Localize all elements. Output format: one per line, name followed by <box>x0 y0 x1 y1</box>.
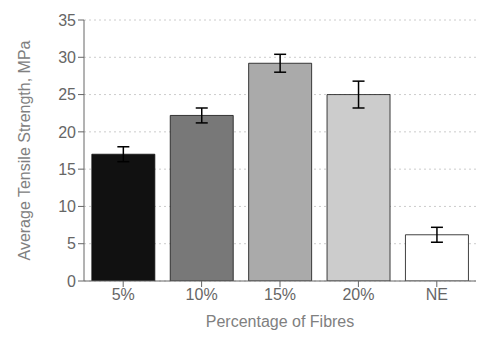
svg-text:20: 20 <box>58 124 76 141</box>
svg-text:20%: 20% <box>342 286 374 303</box>
svg-text:Percentage of Fibres: Percentage of Fibres <box>206 313 355 330</box>
svg-text:10%: 10% <box>186 286 218 303</box>
svg-text:0: 0 <box>67 273 76 290</box>
svg-text:Average Tensile Strength, MPa: Average Tensile Strength, MPa <box>16 40 33 260</box>
svg-text:30: 30 <box>58 49 76 66</box>
svg-text:5%: 5% <box>112 286 135 303</box>
svg-text:NE: NE <box>426 286 448 303</box>
svg-text:25: 25 <box>58 86 76 103</box>
svg-text:15%: 15% <box>264 286 296 303</box>
svg-text:15: 15 <box>58 161 76 178</box>
svg-text:10: 10 <box>58 198 76 215</box>
svg-text:35: 35 <box>58 12 76 29</box>
svg-text:5: 5 <box>67 235 76 252</box>
